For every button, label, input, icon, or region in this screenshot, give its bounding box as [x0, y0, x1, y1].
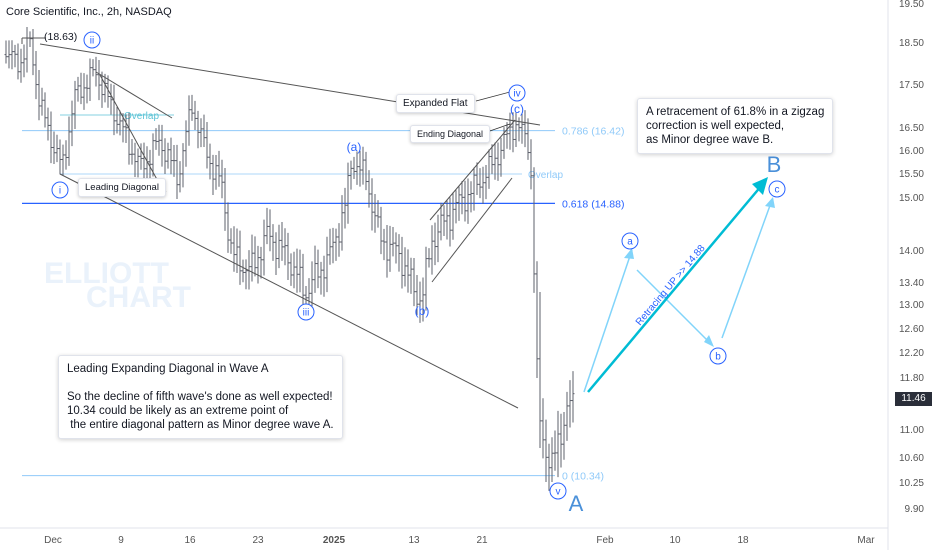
time-tick-label: 18	[737, 535, 749, 546]
time-tick-label: 21	[476, 535, 488, 546]
time-tick-label: 10	[669, 535, 681, 546]
time-axis: Dec 9 16 23 2025 13 21 Feb 10 18 Mar	[0, 527, 888, 546]
projection-b-arrowhead	[704, 335, 714, 347]
price-tick-label: 12.20	[899, 348, 924, 359]
time-tick-label: 9	[118, 535, 124, 546]
leading-top-line	[95, 71, 173, 119]
ending-lower-line	[431, 177, 513, 283]
price-tick-label: 16.50	[899, 123, 924, 134]
wave-A-label: A	[569, 491, 584, 516]
price-tick-label: 13.00	[899, 300, 924, 311]
wave-iii-label: iii	[303, 308, 310, 319]
time-tick-label: Feb	[596, 535, 614, 546]
expanded-flat-tag: Expanded Flat	[396, 94, 475, 113]
leading-diagonal-note: Leading Expanding Diagonal in Wave A So …	[58, 355, 343, 439]
expanded-flat-pointer	[475, 91, 511, 102]
leading-diagonal-tag: Leading Diagonal	[78, 178, 166, 197]
price-tick-label: 11.80	[900, 373, 925, 384]
fib-levels: 0.786 (16.42) 0.618 (14.88) 0 (10.34) Overl…	[22, 111, 624, 483]
price-tick-label: 17.50	[899, 80, 924, 91]
price-tick-label: 12.60	[899, 324, 924, 335]
projection-a-line	[583, 249, 633, 393]
retracing-arrowhead	[752, 177, 768, 195]
fib-618-label: 0.618 (14.88)	[562, 198, 624, 210]
wave-a-minute-label: (a)	[347, 140, 362, 154]
price-axis: 19.50 18.50 17.50 16.50 16.00 15.50 15.00 14.00…	[887, 0, 925, 550]
wave-b-proj-label: b	[715, 352, 721, 363]
wave-b-proj-label-circle	[709, 347, 727, 365]
time-tick-label: 16	[184, 535, 196, 546]
wave-iii-label-circle	[297, 303, 315, 321]
chart-title: Core Scientific, Inc., 2h, NASDAQ	[6, 6, 172, 18]
wave-B-label: B	[767, 152, 782, 177]
candles	[4, 27, 575, 491]
time-tick-label: 13	[408, 535, 420, 546]
watermark-line-1: ELLIOTT	[44, 257, 169, 290]
projection-c-arrowhead	[765, 197, 775, 208]
price-tick-label: 14.00	[899, 246, 924, 257]
price-tick-label: 11.00	[900, 425, 925, 436]
price-tick-label: 15.00	[899, 193, 924, 204]
price-tick-label: 16.00	[899, 146, 924, 157]
retracement-note: A retracement of 61.8% in a zigzag corre…	[637, 98, 834, 154]
fib-0-label: 0 (10.34)	[562, 471, 604, 483]
price-tick-label: 10.60	[899, 453, 924, 464]
wave-c-proj-label-circle	[768, 180, 786, 198]
price-tick-label: 18.50	[899, 38, 924, 49]
projection-c-line	[721, 199, 773, 339]
overlap-mid-label: Overlap	[528, 170, 563, 181]
wave-v-label-circle	[549, 482, 567, 500]
retracing-label: Retracing UP >> 14.88	[634, 243, 708, 328]
wave-c-minute-label: (c)	[510, 102, 524, 116]
wave-iv-label-circle	[508, 84, 526, 102]
overlap-top-label: Overlap	[124, 111, 159, 122]
leading-bottom-line	[99, 74, 161, 186]
lower-diagonal-line	[59, 173, 519, 409]
wave-iv-label: iv	[513, 89, 520, 100]
price-tick-label: 10.25	[899, 478, 924, 489]
wave-ii-label: ii	[90, 36, 94, 47]
ending-diagonal-tag: Ending Diagonal	[410, 125, 491, 143]
wave-b-minute-label: (b)	[415, 304, 430, 318]
ending-upper-line	[429, 119, 516, 221]
wave-i-label: i	[59, 186, 61, 197]
time-tick-label: 23	[252, 535, 264, 546]
fib-786-label: 0.786 (16.42)	[562, 126, 624, 138]
price-tick-label: 13.40	[899, 278, 924, 289]
price-tick-label: 9.90	[905, 504, 925, 515]
price-tick-label: 15.50	[899, 169, 924, 180]
wave-v-label: v	[556, 487, 561, 498]
retracing-arrow	[587, 184, 763, 393]
wave-a-proj-label-circle	[621, 232, 639, 250]
projection-a-arrowhead	[624, 248, 634, 259]
high-value-label: (18.63)	[44, 31, 77, 43]
time-tick-label: Dec	[44, 535, 62, 546]
wave-c-proj-label: c	[775, 185, 780, 196]
wave-a-proj-label: a	[627, 237, 633, 248]
wave-ii-label-circle	[83, 31, 101, 49]
current-price-tag: 11.46	[895, 392, 932, 406]
time-tick-label: 2025	[323, 535, 346, 546]
projection-b-line	[636, 269, 713, 346]
time-tick-label: Mar	[857, 535, 875, 546]
watermark-line-2: CHART	[86, 281, 191, 314]
wave-i-label-circle	[51, 181, 69, 199]
price-tick-label: 19.50	[899, 0, 924, 10]
